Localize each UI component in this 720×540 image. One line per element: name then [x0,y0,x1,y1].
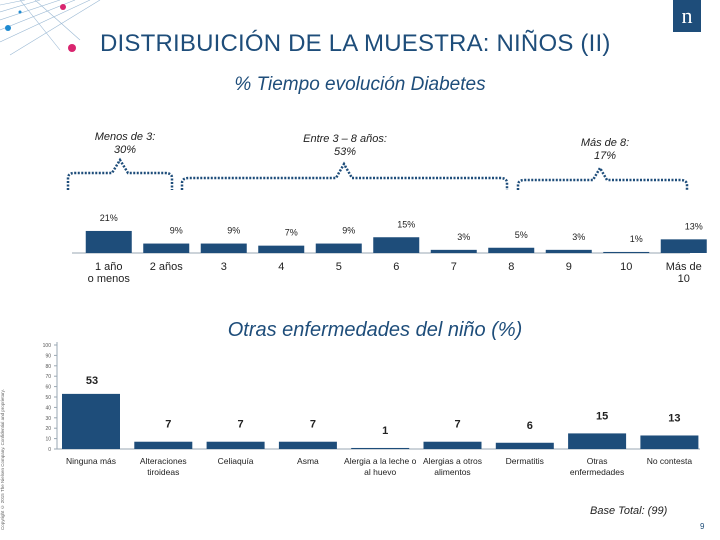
chart1-value-label: 21% [100,213,118,223]
page-number: 9 [700,522,705,531]
chart2-y-tick-label: 50 [45,395,51,401]
chart1-title: % Tiempo evolución Diabetes [234,74,486,95]
group-label-over-8-text: Más de 8: [580,137,630,149]
chart2-bar [206,441,265,449]
chart1-category-label: 10 [620,261,632,273]
chart1-category-label: 4 [278,261,284,273]
chart1-category-label: 7 [451,261,457,273]
page-title: DISTRIBUICIÓN DE LA MUESTRA: NIÑOS (II) [100,30,611,57]
chart2-category-label: Alergias a otros alimentos [423,456,482,477]
chart1-category-label: 8 [508,261,514,273]
chart1-bar [488,247,535,253]
chart1-category-label: 6 [393,261,399,273]
chart2-bar [495,442,554,449]
chart2-y-tick-label: 0 [48,447,51,453]
chart1-value-label: 9% [170,226,183,236]
chart2-value-label: 13 [668,412,680,424]
chart2-value-label: 7 [454,419,460,431]
chart2-value-label: 7 [165,419,171,431]
bracket-3-8 [180,161,509,190]
chart2-bar [640,435,699,449]
chart1-bar [430,249,477,253]
chart2-bar [568,433,627,449]
chart2-category-label: Alergia a la leche o al huevo [344,456,417,477]
group-label-under-3: Menos de 3: 30% [75,131,175,157]
group-label-under-3-text: Menos de 3: [94,131,156,143]
chart1-value-label: 3% [572,232,585,242]
group-label-over-8: Más de 8: 17% [565,137,645,163]
group-label-3-8-text: Entre 3 – 8 años: [303,133,387,145]
chart1-bar [143,243,190,253]
chart2-bar [351,447,410,449]
decorative-line-art [0,0,101,56]
bracket-under-3 [66,157,174,190]
group-label-3-8-value: 53% [333,146,357,158]
chart2-value-label: 53 [86,375,98,387]
chart2-y-tick-label: 10 [45,437,51,443]
chart1-bar [603,251,650,253]
chart2-y-tick-label: 80 [45,364,51,370]
chart1-value-label: 5% [515,230,528,240]
chart2-value-label: 15 [596,410,608,422]
chart1-value-label: 7% [285,228,298,238]
brand-logo: n [673,0,701,32]
chart1-value-label: 9% [227,226,240,236]
chart2-y-tick-label: 40 [45,405,51,411]
chart2-category-label: Alteraciones tiroideas [140,456,187,477]
chart1-category-label: 9 [566,261,572,273]
chart2-bar [62,393,120,449]
chart1-category-label: 3 [221,261,227,273]
chart2-y-tick-label: 30 [45,416,51,422]
chart1-bar [258,245,305,253]
chart2-title: Otras enfermedades del niño (%) [227,319,523,341]
base-note: Base Total: (99) [590,505,668,517]
chart1-bar [660,239,707,253]
chart1-bar [85,230,132,253]
group-label-over-8-value: 17% [593,150,617,162]
chart2-category-label: No contesta [647,456,693,466]
chart2-category-label: Dermatitis [506,456,544,466]
chart1-bar [315,243,362,253]
group-label-3-8: Entre 3 – 8 años: 53% [280,133,410,159]
chart2-category-label: Asma [297,456,319,466]
group-label-under-3-value: 30% [113,144,137,156]
chart1-bar [373,237,420,253]
chart2-category-label: Celiaquía [218,456,254,466]
chart1-category-label: 2 años [150,261,184,273]
bracket-over-8 [516,165,689,190]
chart1-value-label: 15% [397,219,415,229]
chart1-value-label: 9% [342,226,355,236]
chart2-y-tick-label: 100 [43,343,52,349]
title-bullet [68,44,76,52]
chart2-category-label: Otras enfermedades [570,456,624,477]
chart2-value-label: 7 [238,419,244,431]
chart1-category-label: 1 año o menos [88,261,131,285]
chart2-value-label: 7 [310,419,316,431]
chart1-bar [200,243,247,253]
chart2-y-tick-label: 90 [45,353,51,359]
chart1-category-label: Más de 10 [666,261,702,285]
chart2-bar [278,441,337,449]
chart2-value-label: 6 [527,420,533,432]
chart2-bar [423,441,482,449]
chart1-bar [545,249,592,253]
chart1-value-label: 1% [630,234,643,244]
chart2-value-label: 1 [382,425,388,437]
chart1-category-label: 5 [336,261,342,273]
chart2-y-tick-label: 60 [45,385,51,391]
chart2-y-tick-label: 70 [45,374,51,380]
chart1-value-label: 13% [685,221,703,231]
chart2-bar [134,441,193,449]
chart1-value-label: 3% [457,232,470,242]
chart2-category-label: Ninguna más [66,456,116,466]
chart2-y-tick-label: 20 [45,426,51,432]
copyright-note: Copyright © 2015 The Nielsen Company. Co… [0,389,5,530]
